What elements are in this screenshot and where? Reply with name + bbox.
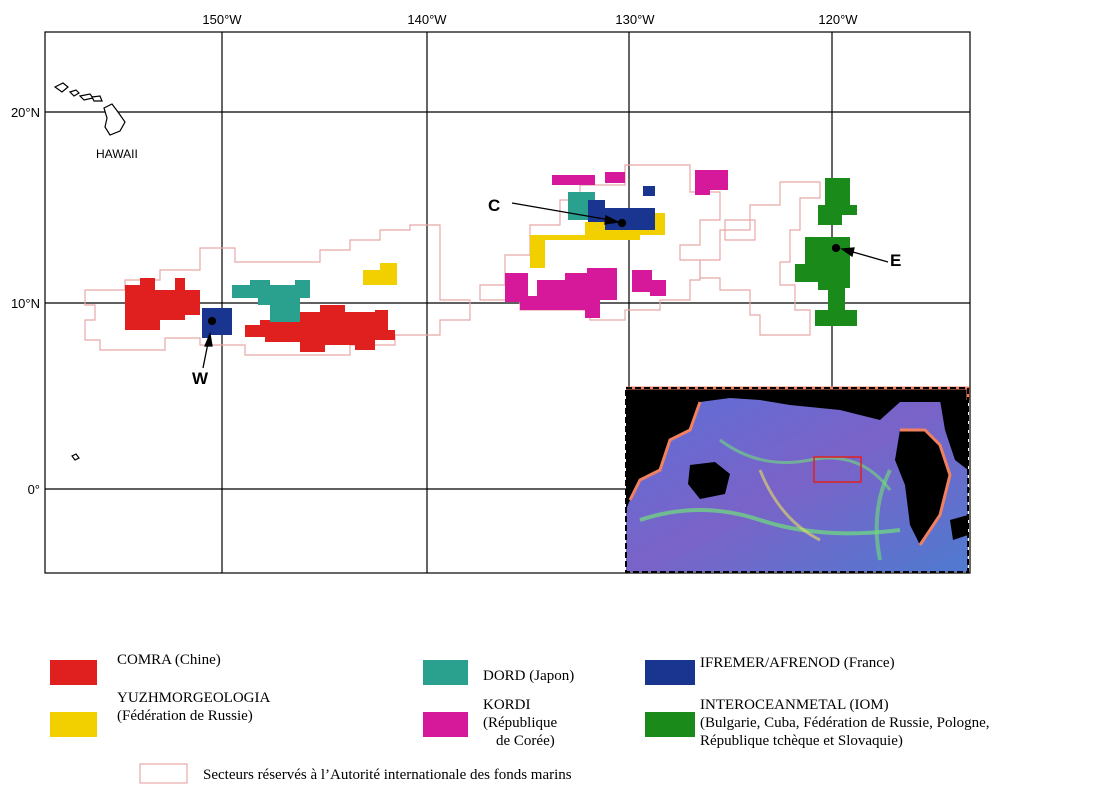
page: { "map": { "longitude_labels": ["150°W",… <box>0 0 1097 785</box>
legend-swatch <box>645 712 695 737</box>
legend-label: YUZHMORGEOLOGIA <box>117 690 270 706</box>
legend-label: KORDI <box>483 697 531 713</box>
site-label: W <box>192 369 209 388</box>
legend: COMRA (Chine) YUZHMORGEOLOGIA (Fédératio… <box>50 652 990 783</box>
legend-label: (République <box>483 715 557 731</box>
legend-swatch <box>50 660 97 685</box>
longitude-label: 120°W <box>818 12 858 27</box>
legend-label: INTEROCEANMETAL (IOM) <box>700 697 889 713</box>
longitude-label: 130°W <box>615 12 655 27</box>
legend-swatch <box>645 660 695 685</box>
legend-label: IFREMER/AFRENOD (France) <box>700 655 895 671</box>
longitude-label: 150°W <box>202 12 242 27</box>
latitude-label: 20°N <box>11 105 40 120</box>
legend-label: Secteurs réservés à l’Autorité internati… <box>203 767 572 783</box>
legend-label: DORD (Japon) <box>483 668 574 684</box>
legend-label: (Fédération de Russie) <box>117 708 253 724</box>
legend-swatch <box>423 660 468 685</box>
legend-label: République tchèque et Slovaquie) <box>700 733 903 749</box>
place-label: HAWAII <box>96 147 138 161</box>
legend-label: de Corée) <box>496 733 555 749</box>
legend-label: COMRA (Chine) <box>117 652 221 668</box>
site-label: C <box>488 196 500 215</box>
latitude-label: 0° <box>28 482 40 497</box>
legend-swatch <box>140 764 187 783</box>
legend-label: (Bulgarie, Cuba, Fédération de Russie, P… <box>700 715 990 731</box>
legend-swatch <box>423 712 468 737</box>
inset-world-map <box>626 388 968 572</box>
legend-swatch <box>50 712 97 737</box>
latitude-label: 10°N <box>11 296 40 311</box>
site-label: E <box>890 251 901 270</box>
map-figure: 150°W 140°W 130°W 120°W 20°N 10°N 0° HAW… <box>0 0 1097 785</box>
longitude-label: 140°W <box>407 12 447 27</box>
